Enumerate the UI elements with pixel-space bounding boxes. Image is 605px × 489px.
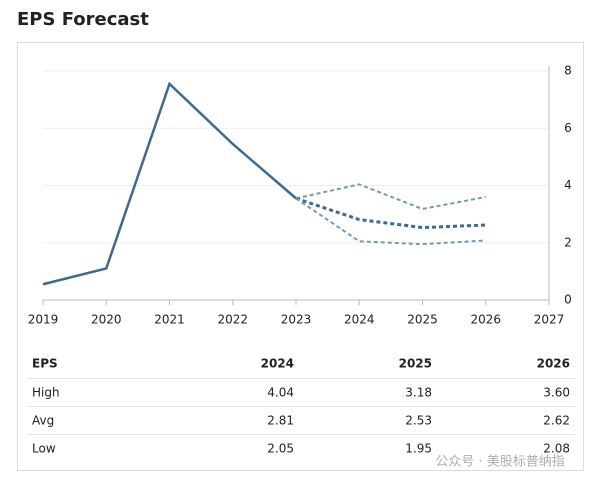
table-cell: Low <box>32 442 56 456</box>
table-header: EPS <box>32 357 58 371</box>
x-tick-label: 2022 <box>217 313 248 327</box>
series-line <box>295 197 486 246</box>
x-tick-label: 2025 <box>407 313 438 327</box>
y-tick-label: 8 <box>564 64 572 78</box>
y-tick-label: 4 <box>564 178 572 192</box>
card <box>17 42 584 471</box>
table-cell: 3.18 <box>405 386 432 400</box>
y-tick-label: 0 <box>564 293 572 307</box>
series-line <box>42 81 297 286</box>
x-tick-label: 2020 <box>91 313 122 327</box>
table-header: 2026 <box>537 357 570 371</box>
series-line <box>295 196 486 230</box>
x-tick-label: 2024 <box>344 313 375 327</box>
table-cell: 4.04 <box>267 386 294 400</box>
table-cell: 2.08 <box>543 442 570 456</box>
x-tick-label: 2019 <box>28 313 59 327</box>
table-header: 2025 <box>399 357 432 371</box>
table-cell: 3.60 <box>543 386 570 400</box>
title: EPS Forecast <box>17 9 149 30</box>
x-tick-label: 2027 <box>534 313 565 327</box>
watermark: 公众号 · 美股标普纳指 <box>435 455 564 470</box>
table-cell: High <box>32 386 60 400</box>
table-cell: 2.62 <box>543 414 570 428</box>
x-tick-label: 2026 <box>470 313 501 327</box>
row-separator <box>27 350 575 379</box>
table-cell: 1.95 <box>405 442 432 456</box>
y-tick-label: 2 <box>564 235 572 249</box>
series-line <box>295 183 486 211</box>
table-cell: 2.81 <box>267 414 294 428</box>
x-tick-label: 2023 <box>281 313 312 327</box>
table-cell: Avg <box>32 414 54 428</box>
row-separator <box>27 407 575 436</box>
y-tick-label: 6 <box>564 121 572 135</box>
x-tick-label: 2021 <box>154 313 185 327</box>
table-cell: 2.53 <box>405 414 432 428</box>
table-header: 2024 <box>261 357 294 371</box>
table-cell: 2.05 <box>267 442 294 456</box>
row-separator <box>27 379 575 408</box>
